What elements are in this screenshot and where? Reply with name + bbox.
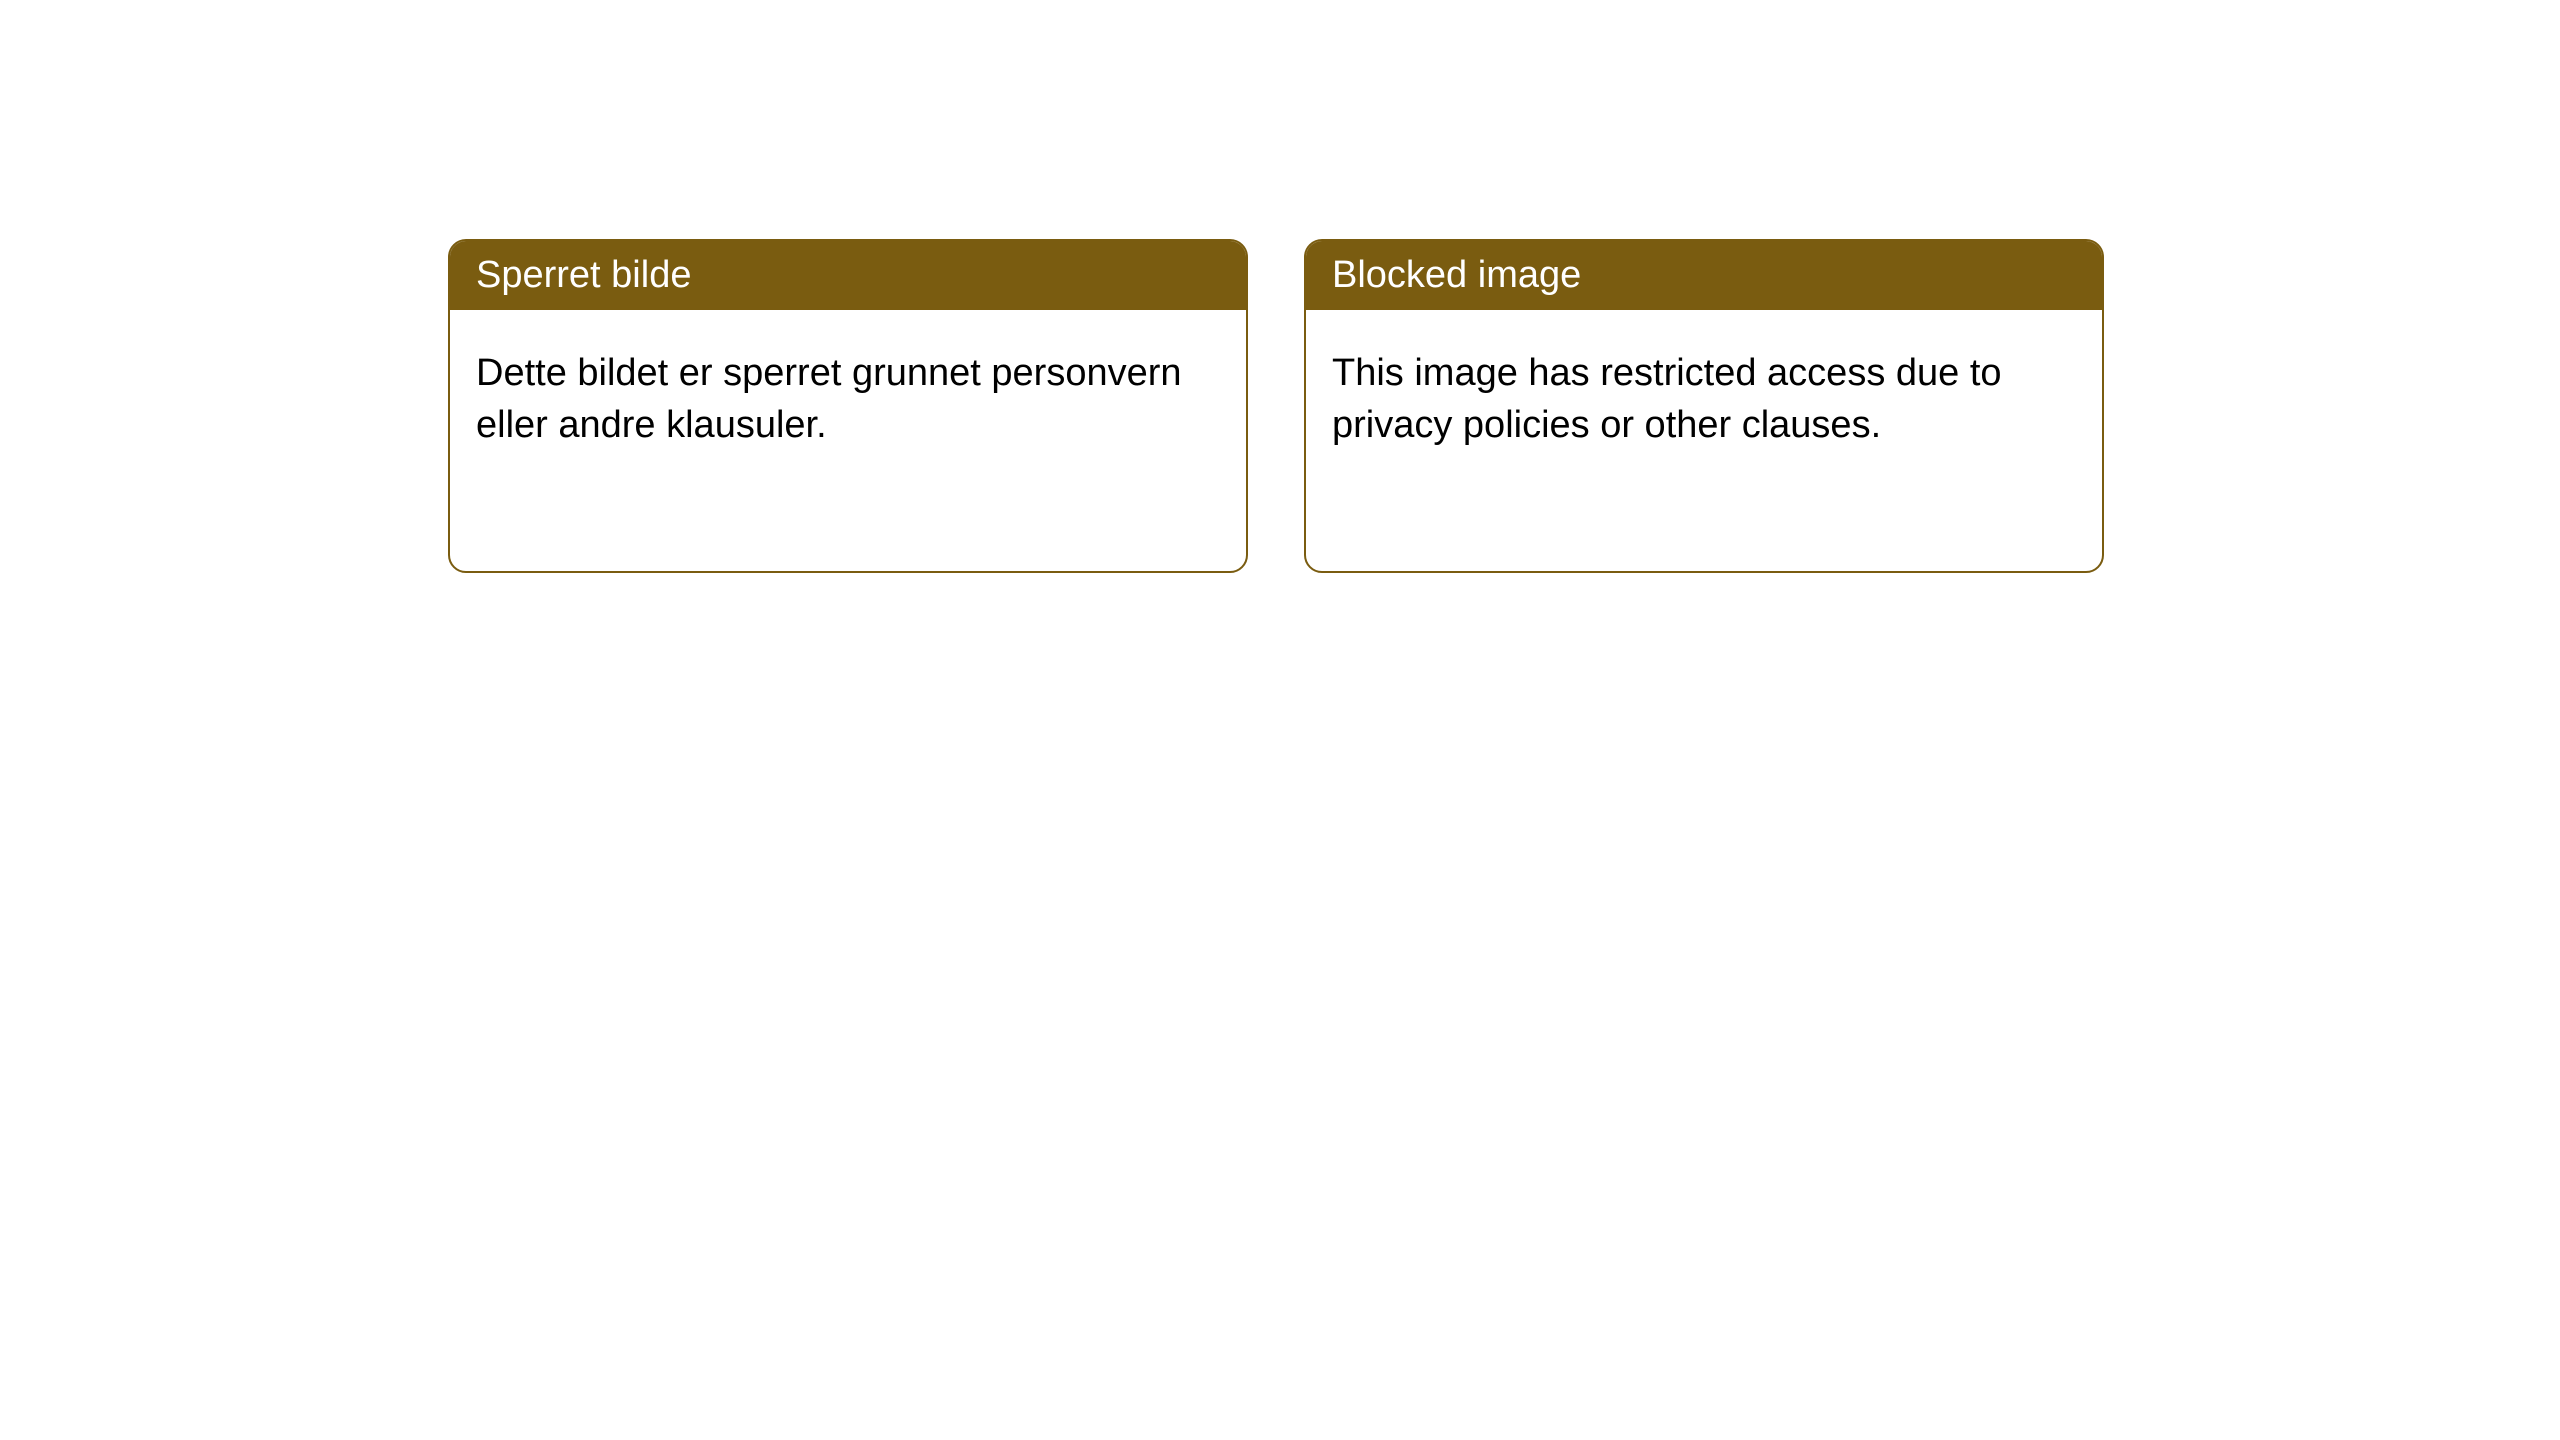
blocked-image-panel-english: Blocked image This image has restricted … [1304, 239, 2104, 573]
panel-header: Sperret bilde [450, 241, 1246, 310]
panel-header: Blocked image [1306, 241, 2102, 310]
notice-container: Sperret bilde Dette bildet er sperret gr… [0, 0, 2560, 573]
panel-body: Dette bildet er sperret grunnet personve… [450, 310, 1246, 489]
panel-body: This image has restricted access due to … [1306, 310, 2102, 489]
blocked-image-panel-norwegian: Sperret bilde Dette bildet er sperret gr… [448, 239, 1248, 573]
